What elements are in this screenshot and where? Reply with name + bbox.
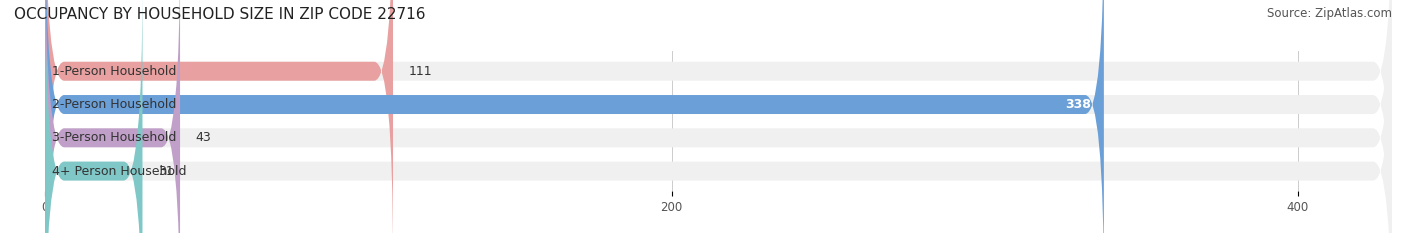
FancyBboxPatch shape: [45, 0, 394, 233]
Text: 43: 43: [195, 131, 211, 144]
FancyBboxPatch shape: [45, 0, 1392, 233]
FancyBboxPatch shape: [45, 0, 1392, 233]
Text: 1-Person Household: 1-Person Household: [52, 65, 176, 78]
Text: 31: 31: [157, 164, 174, 178]
FancyBboxPatch shape: [45, 0, 1392, 233]
FancyBboxPatch shape: [45, 0, 1104, 233]
FancyBboxPatch shape: [45, 0, 180, 233]
Text: OCCUPANCY BY HOUSEHOLD SIZE IN ZIP CODE 22716: OCCUPANCY BY HOUSEHOLD SIZE IN ZIP CODE …: [14, 7, 426, 22]
Text: 3-Person Household: 3-Person Household: [52, 131, 176, 144]
Text: 338: 338: [1066, 98, 1091, 111]
FancyBboxPatch shape: [45, 0, 1392, 233]
Text: 4+ Person Household: 4+ Person Household: [52, 164, 186, 178]
Text: Source: ZipAtlas.com: Source: ZipAtlas.com: [1267, 7, 1392, 20]
FancyBboxPatch shape: [45, 0, 142, 233]
Text: 2-Person Household: 2-Person Household: [52, 98, 176, 111]
Text: 111: 111: [409, 65, 432, 78]
